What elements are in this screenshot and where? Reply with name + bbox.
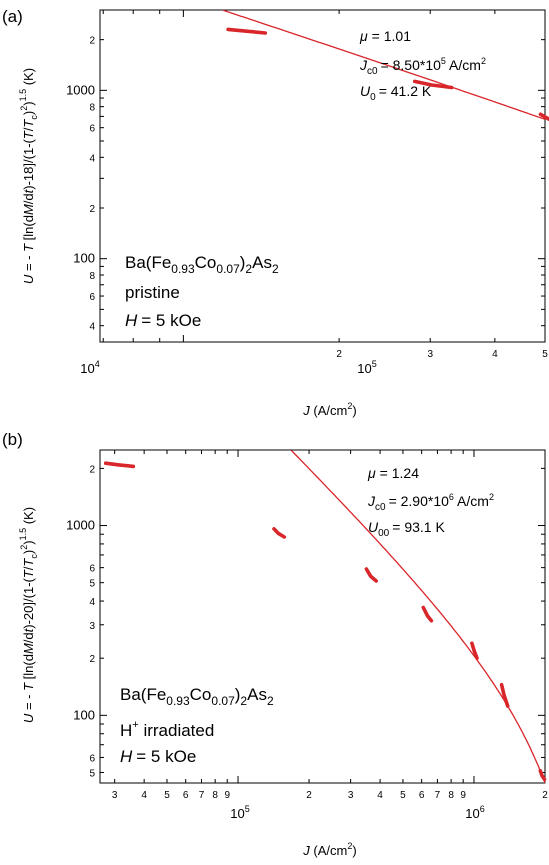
panel-b-jc0-annotation: Jc0 = 2.90*106 A/cm2 (367, 492, 494, 513)
panel-a-jc0-annotation: Jc0 = 8.50*105 A/cm2 (359, 56, 486, 77)
panel-a-ylabel: U = - T [ln(dM/dt)-18]/(1-(T/Tc)2)1.5 (K… (18, 68, 39, 284)
panel-b-xmajor-exp: 5 (245, 804, 250, 814)
panel-b-field: H = 5 kOe (120, 747, 196, 766)
svg-text:104: 104 (80, 359, 99, 376)
a-data-segment (538, 112, 549, 122)
b-xtick-label: 6 (183, 790, 189, 801)
panel-a-fit-curve (222, 9, 546, 120)
panel-b-condition: H+ irradiated (120, 719, 214, 740)
b-xtick-label: 2 (306, 790, 312, 801)
b-ytick-label: 6 (89, 564, 95, 575)
svg-text:105: 105 (357, 359, 376, 376)
panel-a-xlabel: J (A/cm2) (302, 401, 356, 418)
a-ytick-label: 8 (89, 103, 95, 114)
panel-a: (a) 234567892345468100246810002 104 105 … (2, 7, 549, 418)
panel-a-label: (a) (2, 7, 23, 26)
panel-a-u0-annotation: U0 = 41.2 K (360, 83, 432, 103)
b-xtick-label: 4 (141, 790, 147, 801)
panel-b-material: Ba(Fe0.93Co0.07)2As2 (120, 685, 274, 708)
b-ytick-label: 2 (89, 654, 95, 665)
a-xtick-label: 4 (492, 349, 498, 360)
b-ytick-label: 5 (89, 579, 95, 590)
b-ytick-label: 2 (89, 464, 95, 475)
panel-b-mu-annotation: μ = 1.24 (367, 465, 419, 481)
a-ytick-label: 8 (89, 271, 95, 282)
a-ytick-label: 100 (73, 251, 95, 266)
panel-a-xmajor-base: 10 (80, 361, 94, 376)
panel-a-mu-annotation: μ = 1.01 (359, 28, 411, 44)
b-ytick-label: 1000 (66, 518, 95, 533)
b-xtick-label: 5 (400, 790, 406, 801)
b-ytick-label: 6 (89, 753, 95, 764)
b-ytick-label: 3 (89, 621, 95, 632)
b-ytick-label: 100 (73, 707, 95, 722)
b-xtick-label: 4 (377, 790, 383, 801)
panel-a-condition: pristine (125, 283, 180, 302)
panel-b-u00-annotation: U00 = 93.1 K (368, 519, 445, 539)
b-xtick-label: 8 (212, 790, 218, 801)
panel-b-xmajor-base: 10 (465, 806, 479, 821)
b-ytick-label: 4 (89, 597, 95, 608)
panel-a-data-points (226, 27, 549, 122)
panel-a-frame (99, 9, 546, 343)
panel-a-ticks: 234567892345468100246810002 (66, 9, 548, 360)
b-data-segment (103, 461, 136, 469)
panel-b-xlabel: J (A/cm2) (302, 841, 356, 858)
svg-text:105: 105 (230, 804, 249, 821)
a-ytick-label: 4 (89, 153, 95, 164)
b-xtick-label: 8 (448, 790, 454, 801)
a-ytick-label: 1000 (66, 82, 95, 97)
panel-a-xmajor-base: 10 (357, 361, 371, 376)
a-ytick-label: 6 (89, 292, 95, 303)
b-data-segment (499, 682, 510, 708)
b-data-segment (364, 567, 379, 583)
panel-b-xmajor-exp: 6 (480, 804, 485, 814)
panel-a-material: Ba(Fe0.93Co0.07)2As2 (125, 253, 279, 276)
panel-b-fit-curve (290, 449, 546, 784)
b-xtick-label: 3 (112, 790, 118, 801)
b-xtick-label: 2 (542, 790, 548, 801)
a-ytick-label: 4 (89, 322, 95, 333)
b-xtick-label: 7 (199, 790, 205, 801)
panel-a-field: H = 5 kOe (125, 311, 201, 330)
panel-b-ylabel: U = - T [ln(dM/dt)-20]/(1-(T/Tc)2)1.5 (K… (18, 507, 39, 723)
panel-b-frame (99, 449, 546, 784)
b-data-segment (470, 641, 479, 661)
a-ytick-label: 2 (89, 36, 95, 47)
b-xtick-label: 6 (419, 790, 425, 801)
panel-a-xmajor-exp: 5 (372, 359, 377, 369)
panel-b-data-points (103, 461, 547, 782)
panel-b-xmajor-base: 10 (230, 806, 244, 821)
a-ytick-label: 2 (89, 204, 95, 215)
a-data-segment (412, 79, 454, 90)
a-xtick-label: 5 (542, 349, 548, 360)
a-xtick-label: 2 (336, 349, 342, 360)
panel-a-xmajor-exp: 4 (95, 359, 100, 369)
b-xtick-label: 5 (164, 790, 170, 801)
b-data-segment (272, 527, 287, 539)
a-ytick-label: 6 (89, 124, 95, 135)
panel-b-label: (b) (2, 430, 23, 449)
b-ytick-label: 5 (89, 768, 95, 779)
b-xtick-label: 9 (460, 790, 466, 801)
b-xtick-label: 7 (435, 790, 441, 801)
b-xtick-label: 9 (224, 790, 230, 801)
svg-text:106: 106 (465, 804, 484, 821)
a-data-segment (226, 27, 268, 35)
b-data-segment (421, 605, 434, 623)
b-xtick-label: 3 (348, 790, 354, 801)
a-xtick-label: 3 (427, 349, 433, 360)
